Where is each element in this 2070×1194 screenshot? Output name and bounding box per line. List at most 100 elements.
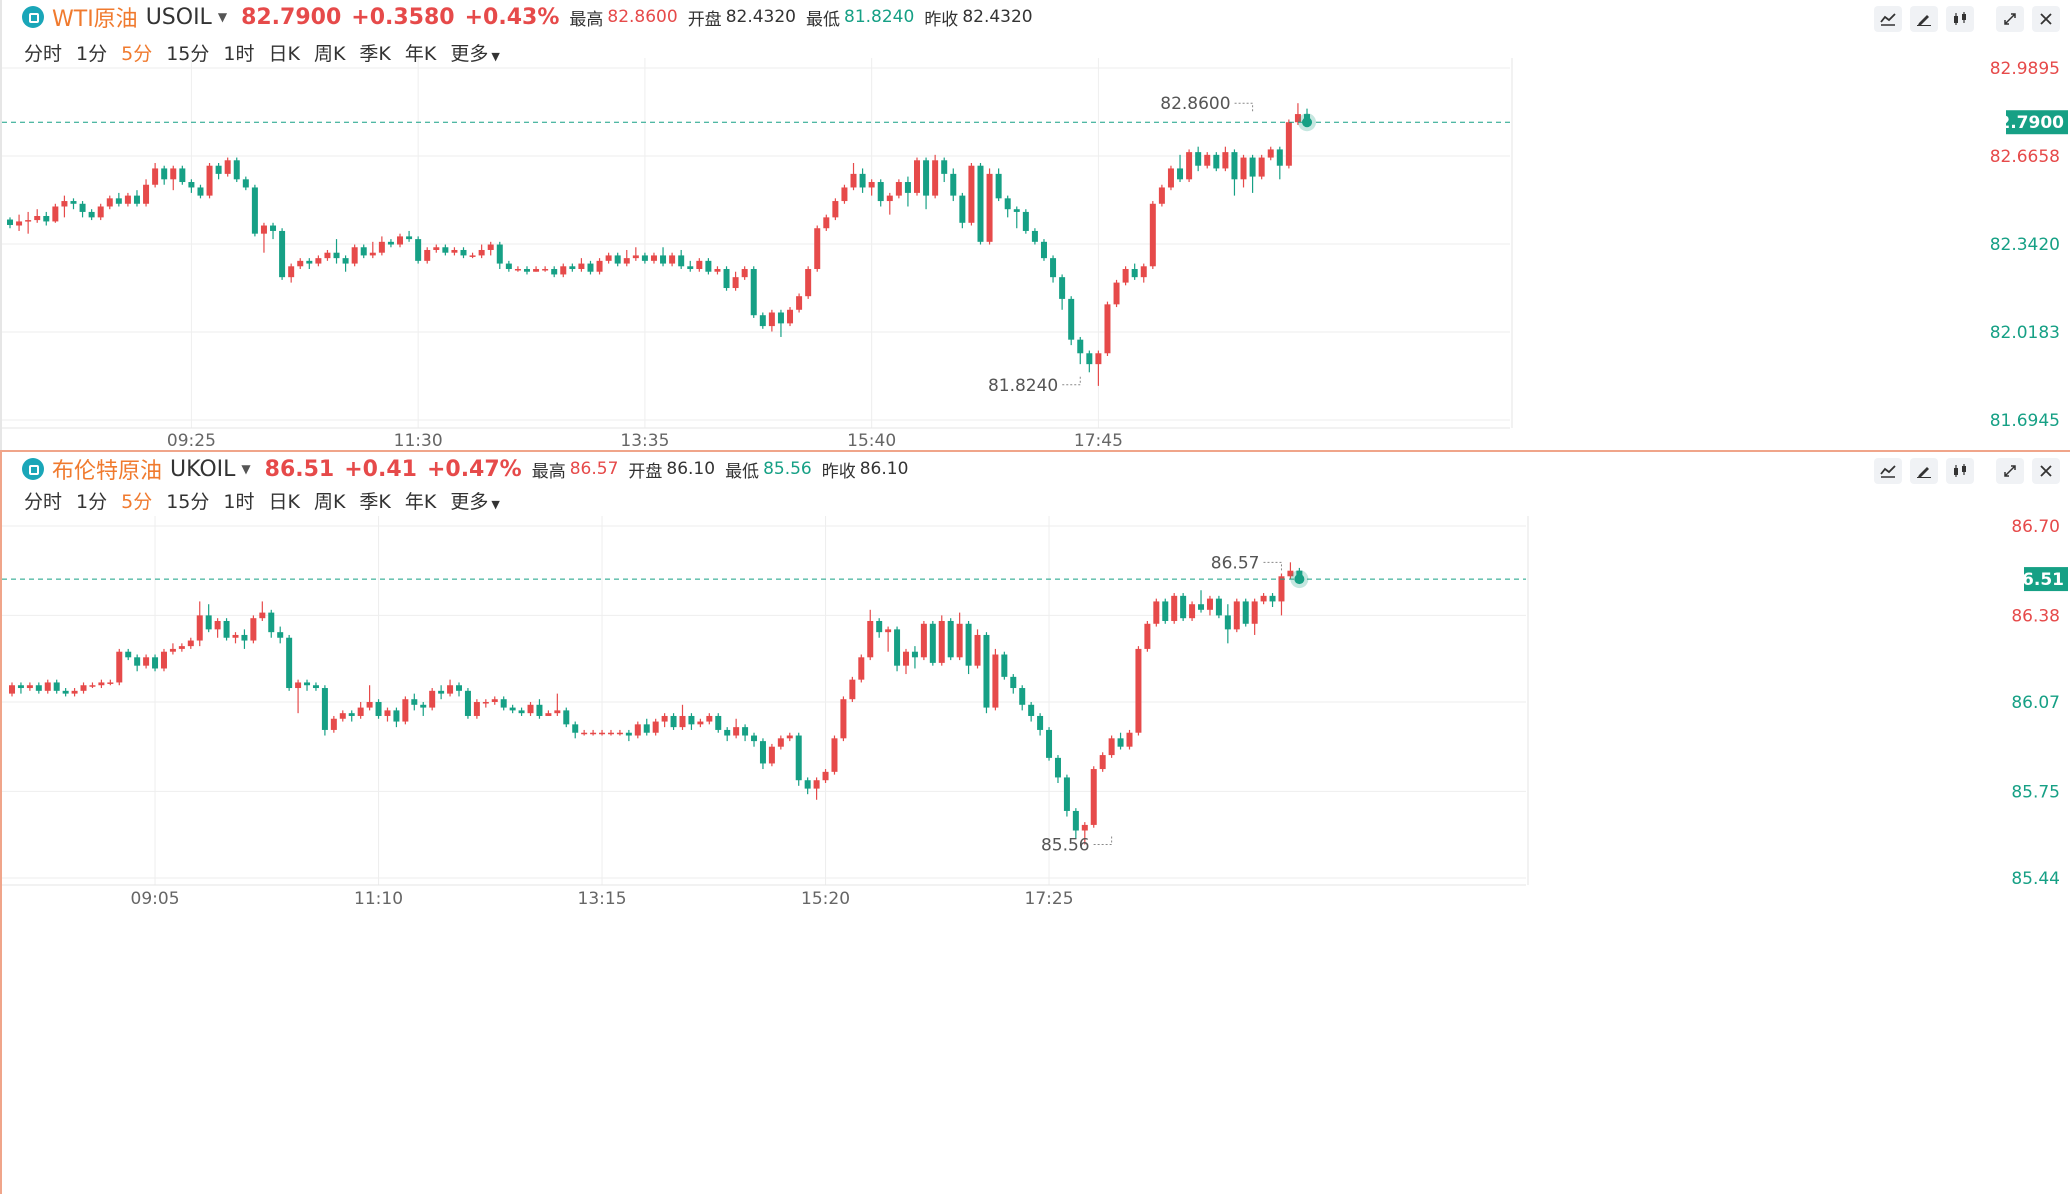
low-value: 85.56 — [763, 459, 812, 479]
y-tick-label: 86.70 — [2011, 517, 2060, 537]
candle — [369, 241, 376, 259]
line-chart-icon[interactable] — [1874, 6, 1902, 32]
candle — [605, 252, 612, 264]
candle-body — [614, 255, 621, 264]
tab-daily[interactable]: 日K — [268, 42, 300, 65]
candle — [560, 263, 567, 278]
tab-more[interactable]: 更多 ▼ — [450, 39, 499, 66]
candle — [53, 679, 60, 694]
period-tabs: 分时 1分 5分 15分 1时 日K 周K 季K 年K 更多 ▼ — [24, 38, 514, 66]
candle — [920, 620, 927, 661]
candle-body — [26, 685, 33, 689]
candle — [411, 693, 418, 711]
tab-more[interactable]: 更多 ▼ — [450, 487, 499, 514]
brent-candlestick-chart: 86.70 86.38 86.07 85.75 85.44 09:05 11:10 13:15… — [2, 516, 2068, 909]
pen-icon[interactable] — [1910, 6, 1938, 32]
x-tick-label: 11:10 — [354, 889, 403, 909]
candle-body — [17, 685, 24, 689]
tab-5min[interactable]: 5分 — [121, 490, 153, 513]
tab-weekly[interactable]: 周K — [313, 42, 346, 65]
expand-icon[interactable] — [1996, 458, 2024, 484]
candle-body — [1135, 648, 1142, 733]
symbol-code[interactable]: UKOIL — [170, 456, 236, 482]
tab-quarterly[interactable]: 季K — [359, 490, 391, 513]
line-chart-icon[interactable] — [1874, 458, 1902, 484]
candle-body — [581, 732, 588, 735]
candle — [333, 239, 340, 264]
expand-icon[interactable] — [1996, 6, 2024, 32]
candle-body — [941, 160, 948, 174]
symbol-name[interactable]: 布伦特原油 — [52, 459, 163, 484]
candle — [1104, 301, 1111, 356]
tab-15min[interactable]: 15分 — [166, 490, 210, 513]
current-price-dot — [1294, 574, 1305, 585]
candle-icon[interactable] — [1946, 458, 1974, 484]
close-icon[interactable] — [2032, 6, 2060, 32]
candle-body — [1167, 168, 1174, 188]
candle-body — [859, 173, 866, 188]
tab-daily[interactable]: 日K — [268, 490, 300, 513]
candle-body — [1189, 604, 1196, 619]
candle-body — [35, 685, 42, 691]
candle-body — [1215, 598, 1222, 616]
candle-body — [986, 173, 993, 242]
candle — [1081, 822, 1088, 845]
tab-yearly[interactable]: 年K — [404, 42, 437, 65]
candle-body — [1222, 152, 1229, 169]
candle — [578, 258, 585, 272]
candle-body — [1104, 304, 1111, 354]
candle — [805, 266, 812, 299]
candle-icon[interactable] — [1946, 6, 1974, 32]
candle-body — [1213, 154, 1220, 169]
low-label: 最低 — [725, 461, 760, 482]
candle-body — [1240, 157, 1247, 180]
candle — [491, 696, 498, 705]
candle — [214, 618, 221, 638]
tab-5min[interactable]: 5分 — [121, 42, 153, 65]
candle-body — [169, 648, 176, 652]
candle-body — [518, 710, 525, 714]
tab-quarterly[interactable]: 季K — [359, 42, 391, 65]
candle — [496, 241, 503, 270]
candle-body — [223, 620, 230, 638]
candle — [330, 715, 337, 733]
close-icon[interactable] — [2032, 458, 2060, 484]
tab-weekly[interactable]: 周K — [313, 490, 346, 513]
candle-body — [578, 263, 585, 270]
brent-chart-panel: 86.70 86.38 86.07 85.75 85.44 09:05 11:10 13:15… — [0, 450, 2070, 1194]
candle — [500, 696, 507, 711]
symbol-code[interactable]: USOIL — [145, 4, 212, 30]
tab-1min[interactable]: 1分 — [76, 490, 108, 513]
symbol-name[interactable]: WTI原油 — [52, 7, 138, 32]
tab-timeshare[interactable]: 分时 — [24, 42, 63, 65]
candle-body — [968, 165, 975, 223]
tab-yearly[interactable]: 年K — [404, 490, 437, 513]
candle — [914, 157, 920, 196]
candle-body — [277, 632, 284, 638]
candle-body — [732, 277, 739, 289]
candle — [43, 211, 50, 226]
candle — [849, 676, 856, 702]
candle-body — [822, 771, 829, 781]
tab-1hour[interactable]: 1时 — [223, 42, 255, 65]
y-tick-label: 81.6945 — [1990, 411, 2060, 431]
candle — [9, 682, 15, 697]
candle-body — [214, 620, 221, 630]
candle — [1180, 593, 1187, 621]
candle-body — [224, 160, 231, 174]
candle-body — [233, 160, 240, 180]
tab-timeshare[interactable]: 分时 — [24, 490, 63, 513]
symbol-dropdown-icon[interactable]: ▼ — [217, 10, 228, 24]
tab-1min[interactable]: 1分 — [76, 42, 108, 65]
candle-body — [369, 252, 376, 256]
pen-icon[interactable] — [1910, 458, 1938, 484]
tab-15min[interactable]: 15分 — [166, 42, 210, 65]
candle — [277, 626, 284, 644]
candle — [397, 233, 404, 248]
candle — [1063, 774, 1070, 817]
candle — [678, 249, 685, 270]
candle-body — [330, 718, 337, 730]
tab-1hour[interactable]: 1时 — [223, 490, 255, 513]
candle-body — [178, 646, 185, 649]
symbol-dropdown-icon[interactable]: ▼ — [241, 462, 251, 476]
